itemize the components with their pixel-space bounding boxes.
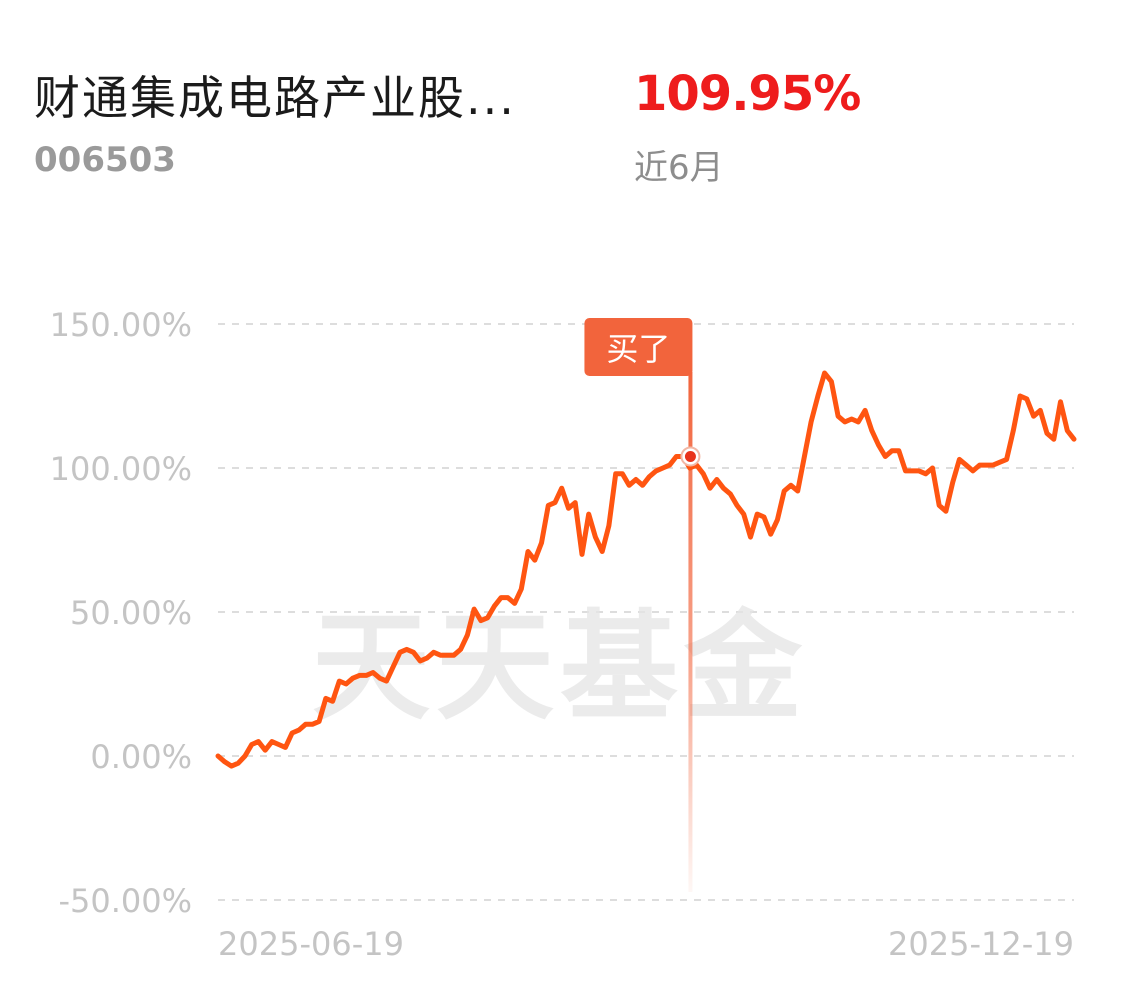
series-line	[215, 370, 1077, 769]
y-tick-label: 0.00%	[90, 738, 192, 776]
fund-name: 财通集成电路产业股...	[34, 71, 516, 125]
buy-marker-line	[688, 372, 693, 892]
series-layer	[215, 370, 1077, 769]
y-tick-label: 150.00%	[50, 306, 192, 344]
buy-marker[interactable]	[688, 372, 693, 892]
fund-code: 006503	[34, 140, 176, 180]
y-tick-label: 100.00%	[50, 450, 192, 488]
x-axis-ticks: 2025-06-19 2025-12-19	[218, 925, 1074, 963]
period-label[interactable]: 近6月	[634, 148, 724, 188]
y-axis-ticks: 150.00% 100.00% 50.00% 0.00% -50.00%	[50, 306, 192, 920]
watermark: 天天基金	[312, 598, 808, 736]
return-value: 109.95%	[634, 66, 861, 122]
x-tick-label: 2025-12-19	[888, 925, 1074, 963]
y-tick-label: -50.00%	[58, 882, 192, 920]
y-tick-label: 50.00%	[70, 594, 192, 632]
x-tick-label: 2025-06-19	[218, 925, 404, 963]
annotation-layer[interactable]: 买了	[584, 318, 701, 467]
buy-point[interactable]	[684, 450, 696, 462]
buy-tag-label: 买了	[606, 330, 670, 368]
watermark-text: 天天基金	[312, 598, 808, 736]
buy-tag[interactable]	[584, 318, 693, 376]
grid-lines	[218, 323, 1074, 901]
